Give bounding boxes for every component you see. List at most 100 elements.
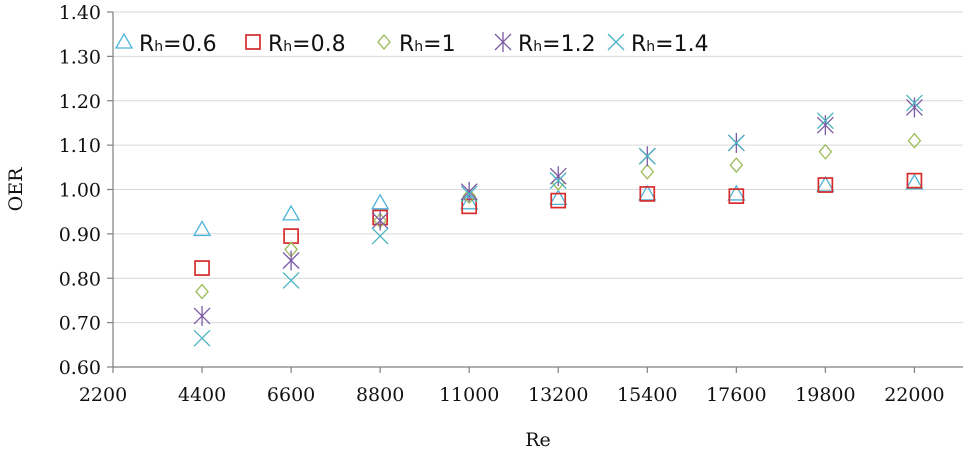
x-tick-label: 13200 xyxy=(528,384,588,406)
x-stroke xyxy=(282,272,300,289)
legend-label: Rh=1 xyxy=(399,32,456,57)
legend-label-value: =1 xyxy=(423,32,455,57)
legend-label-main: R xyxy=(139,32,154,57)
data-point xyxy=(727,134,745,152)
x-tick-label: 8800 xyxy=(356,384,404,406)
square-shape xyxy=(817,177,834,193)
x-stroke xyxy=(549,172,567,190)
triangle-shape xyxy=(905,173,924,190)
grid-layer xyxy=(113,11,963,324)
data-point xyxy=(193,305,211,326)
data-point xyxy=(460,193,479,210)
data-point xyxy=(905,97,923,118)
legend-item: Rh=0.8 xyxy=(245,32,346,57)
data-point xyxy=(282,272,300,289)
legend-item: Rh=1 xyxy=(377,32,456,57)
diamond-shape xyxy=(640,163,655,180)
data-point xyxy=(549,172,567,190)
legend-label: Rh=0.6 xyxy=(139,32,217,57)
x-tick-label: 6600 xyxy=(267,384,315,406)
y-tick-labels: 0.60 0.70 0.80 0.90 1.00 1.10 1.20 1.30 1.40 xyxy=(59,2,101,379)
triangle-shape xyxy=(281,204,301,221)
diamond-shape xyxy=(729,157,744,174)
series-1 xyxy=(194,172,923,276)
x-stroke xyxy=(460,185,478,203)
axis-layer xyxy=(107,11,963,373)
x-tick-labels: 2200 4400 6600 8800 11000 13200 15400 17600 1980… xyxy=(79,384,945,406)
series-3 xyxy=(193,97,923,326)
data-point xyxy=(460,185,478,203)
triangle-shape xyxy=(371,193,390,210)
triangle-shape xyxy=(460,193,479,210)
square-shape xyxy=(550,192,567,209)
data-point xyxy=(816,112,834,130)
triangle-shape xyxy=(549,189,568,206)
y-tick-label: 1.30 xyxy=(59,46,101,68)
square-shape xyxy=(728,188,745,205)
data-point xyxy=(281,204,301,221)
legend-label: Rh=1.2 xyxy=(518,32,596,57)
square-shape xyxy=(906,172,923,189)
data-point xyxy=(192,220,212,237)
legend-label-sub: h xyxy=(283,39,292,55)
legend-label-sub: h xyxy=(154,39,163,55)
legend-marker xyxy=(245,34,261,50)
legend-marker xyxy=(607,33,625,51)
square-shape xyxy=(283,228,299,244)
data-point xyxy=(549,166,567,187)
y-tick-label: 1.40 xyxy=(59,2,101,24)
legend-item: Rh=1.2 xyxy=(494,32,596,57)
x-tick-label: 11000 xyxy=(439,384,499,406)
data-point xyxy=(462,188,477,205)
x-tick-label: 2200 xyxy=(79,384,127,406)
legend-label-value: =0.6 xyxy=(163,32,216,57)
data-point xyxy=(194,260,210,276)
y-tick-label: 0.80 xyxy=(59,268,101,290)
x-stroke xyxy=(905,94,923,112)
legend-label-sub: h xyxy=(414,39,423,55)
legend-label-value: =0.8 xyxy=(292,32,345,57)
legend-item: Rh=1.4 xyxy=(607,32,709,57)
data-point xyxy=(906,172,923,189)
data-point xyxy=(549,189,568,206)
x-stroke xyxy=(371,227,389,245)
data-point xyxy=(282,250,300,271)
legend-marker xyxy=(494,32,512,52)
x-tick-label: 15400 xyxy=(617,384,677,406)
data-point xyxy=(818,143,833,160)
data-point xyxy=(283,228,299,244)
x-stroke xyxy=(727,134,745,152)
data-point xyxy=(639,186,656,202)
y-tick-label: 1.20 xyxy=(59,91,101,113)
data-point xyxy=(727,184,746,201)
x-tick-label: 19800 xyxy=(795,384,855,406)
data-point xyxy=(729,157,744,174)
data-point xyxy=(640,163,655,180)
triangle-shape xyxy=(816,175,835,192)
x-stroke xyxy=(816,112,834,130)
legend-label-value: =1.2 xyxy=(542,32,595,57)
legend: Rh=0.6 Rh=0.8 Rh=1 Rh=1.2 Rh=1.4 xyxy=(114,32,709,57)
legend-marker xyxy=(377,34,391,50)
x-tick-label: 22000 xyxy=(884,384,944,406)
y-tick-label: 1.10 xyxy=(59,135,101,157)
x-tick-label: 4400 xyxy=(178,384,226,406)
x-axis-title: Re xyxy=(525,429,551,451)
y-tick-label: 0.60 xyxy=(59,357,101,379)
data-point xyxy=(817,177,834,193)
triangle-shape xyxy=(192,220,212,237)
y-tick-label: 1.00 xyxy=(59,180,101,202)
y-tick-label: 0.70 xyxy=(59,313,101,335)
data-point xyxy=(371,193,390,210)
data-point xyxy=(460,181,478,202)
x-stroke xyxy=(193,329,211,347)
triangle-shape xyxy=(114,32,134,49)
data-point xyxy=(905,94,923,112)
triangle-shape xyxy=(638,184,657,201)
legend-label-main: R xyxy=(268,32,283,57)
square-shape xyxy=(194,260,210,276)
x-stroke xyxy=(607,33,625,51)
x-stroke xyxy=(638,147,656,165)
